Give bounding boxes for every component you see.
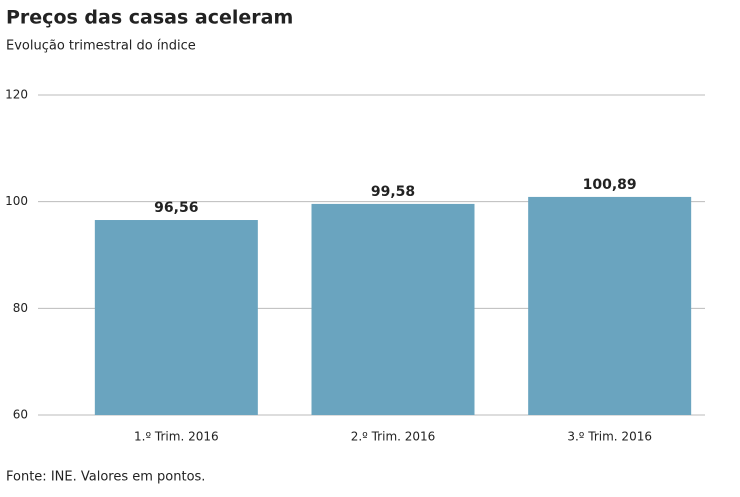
x-tick-label: 2.º Trim. 2016 bbox=[351, 430, 436, 444]
value-label: 99,58 bbox=[371, 184, 415, 200]
value-label: 100,89 bbox=[583, 177, 637, 193]
chart-subtitle: Evolução trimestral do índice bbox=[6, 39, 196, 54]
x-tick-label: 3.º Trim. 2016 bbox=[567, 430, 652, 444]
value-label: 96,56 bbox=[154, 200, 198, 216]
y-tick-label: 120 bbox=[5, 88, 28, 102]
y-tick-label: 60 bbox=[13, 408, 28, 422]
bar bbox=[311, 203, 475, 415]
y-tick-label: 80 bbox=[13, 301, 28, 315]
source-note: Fonte: INE. Valores em pontos. bbox=[6, 470, 205, 485]
bar bbox=[94, 220, 258, 415]
y-tick-label: 100 bbox=[5, 194, 28, 208]
bar bbox=[528, 196, 692, 415]
x-tick-label: 1.º Trim. 2016 bbox=[134, 430, 219, 444]
chart-title: Preços das casas aceleram bbox=[6, 7, 293, 29]
